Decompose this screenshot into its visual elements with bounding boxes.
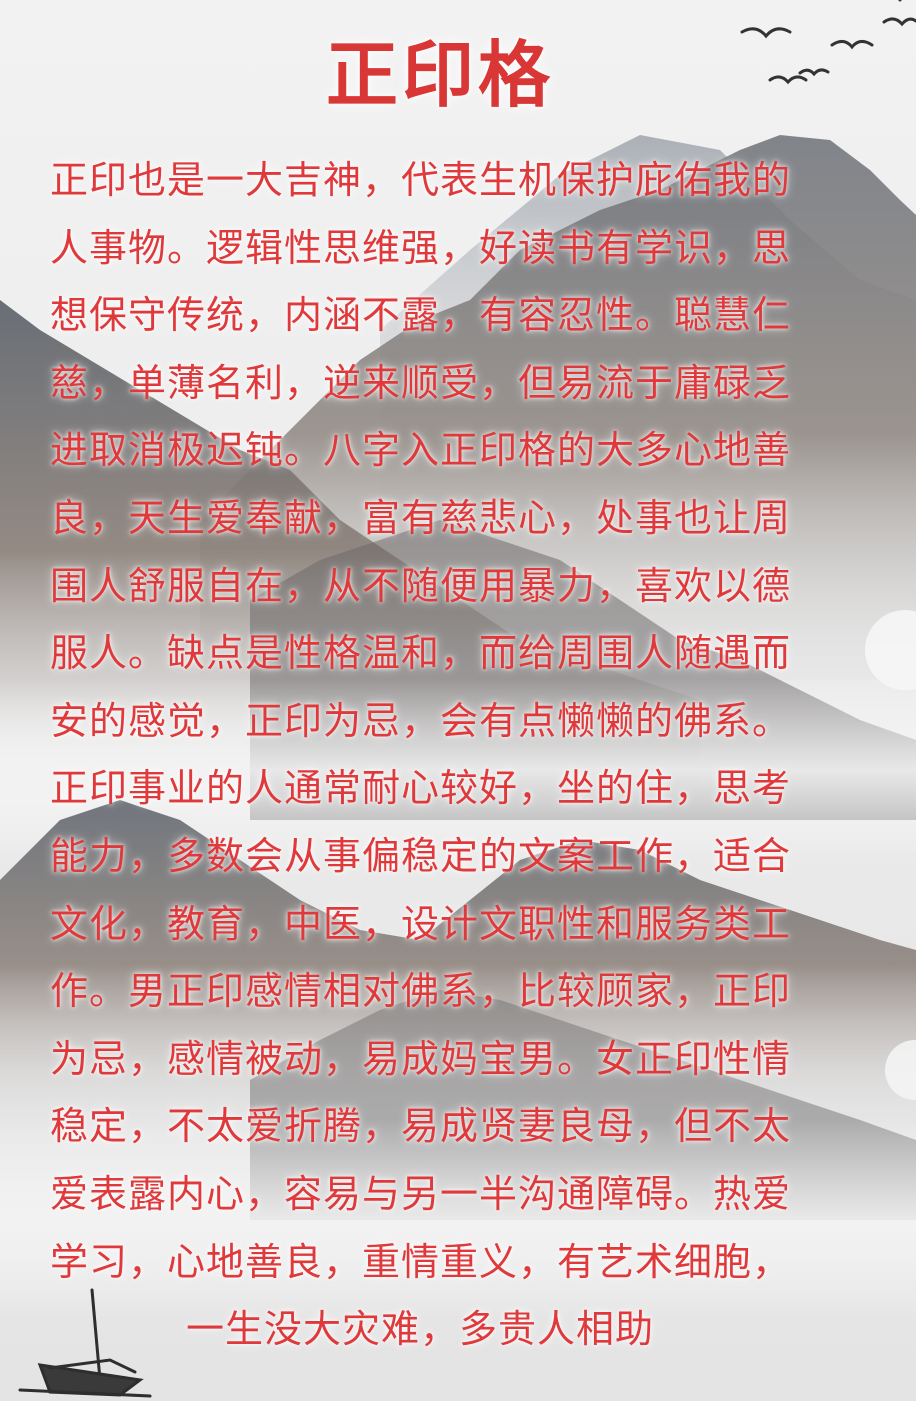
body-text: 正印也是一大吉神，代表生机保护庇佑我的 人事物。逻辑性思维强，好读书有学识，思 … (50, 147, 850, 1364)
text-line: 能力，多数会从事偏稳定的文案工作，适合 (50, 833, 792, 878)
text-line: 服人。缺点是性格温和，而给周围人随遇而 (50, 631, 792, 676)
text-line-final: 一生没大灾难，多贵人相助 (185, 1307, 654, 1352)
flying-birds-icon (740, 0, 916, 85)
text-line: 围人舒服自在，从不随便用暴力，喜欢以德 (50, 563, 792, 608)
text-line: 慈，单薄名利，逆来顺受，但易流于庸碌乏 (50, 360, 792, 405)
text-line: 人事物。逻辑性思维强，好读书有学识，思 (50, 225, 792, 270)
text-line: 想保守传统，内涵不露，有容忍性。聪慧仁 (50, 293, 792, 338)
text-line: 安的感觉，正印为忌，会有点懒懒的佛系。 (50, 698, 792, 743)
boat-icon (18, 1288, 152, 1398)
text-line: 稳定，不太爱折腾，易成贤妻良母，但不太 (50, 1104, 792, 1149)
page-title: 正印格 (325, 33, 554, 117)
text-line: 正印也是一大吉神，代表生机保护庇佑我的 (50, 158, 792, 202)
text-line: 作。男正印感情相对佛系，比较顾家，正印 (50, 969, 792, 1014)
text-line: 为忌，感情被动，易成妈宝男。女正印性情 (50, 1036, 792, 1081)
text-line: 爱表露内心，容易与另一半沟通障碍。热爱 (50, 1171, 792, 1216)
text-line: 文化，教育，中医，设计文职性和服务类工 (50, 901, 792, 946)
text-line: 学习，心地善良，重情重义，有艺术细胞， (50, 1239, 792, 1284)
text-line: 良，天生爱奉献，富有慈悲心，处事也让周 (50, 495, 792, 540)
text-line: 进取消极迟钝。八字入正印格的大多心地善 (50, 428, 792, 473)
text-line: 正印事业的人通常耐心较好，坐的住，思考 (50, 766, 792, 811)
